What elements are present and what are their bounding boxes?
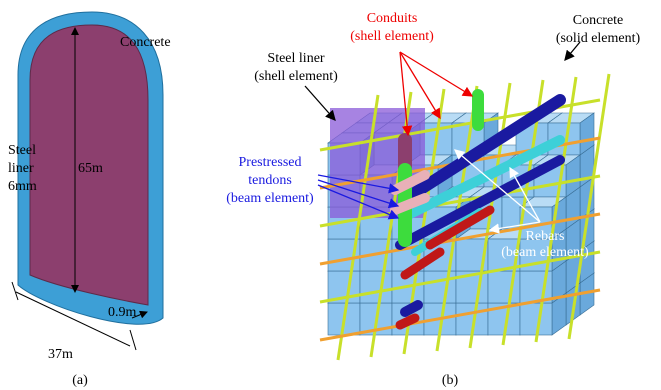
label: Prestressed: [239, 155, 302, 170]
label: (shell element): [254, 69, 338, 84]
label: (beam element): [501, 245, 589, 260]
caption: (b): [442, 373, 459, 388]
block-front: [424, 271, 456, 303]
label: 37m: [48, 347, 73, 362]
label: (solid element): [556, 31, 641, 46]
block-front: [520, 303, 552, 335]
block-front: [488, 271, 520, 303]
label: Steel liner: [267, 51, 324, 66]
label: Rebars: [526, 229, 565, 244]
label: Conduits: [367, 11, 418, 26]
label: (shell element): [350, 29, 434, 44]
label: tendons: [248, 173, 292, 188]
label: Steel: [8, 143, 36, 158]
caption: (a): [72, 373, 88, 388]
label: 6mm: [8, 179, 37, 194]
label: 0.9m: [108, 305, 137, 320]
label: liner: [8, 161, 34, 176]
figure: Concrete Steel liner 6mm 65m 37m 0.9m (a…: [0, 0, 661, 390]
label: Concrete: [120, 35, 171, 50]
label: 65m: [78, 161, 103, 176]
label: Concrete: [573, 13, 624, 28]
label: (beam element): [226, 191, 314, 206]
block-front: [360, 271, 392, 303]
